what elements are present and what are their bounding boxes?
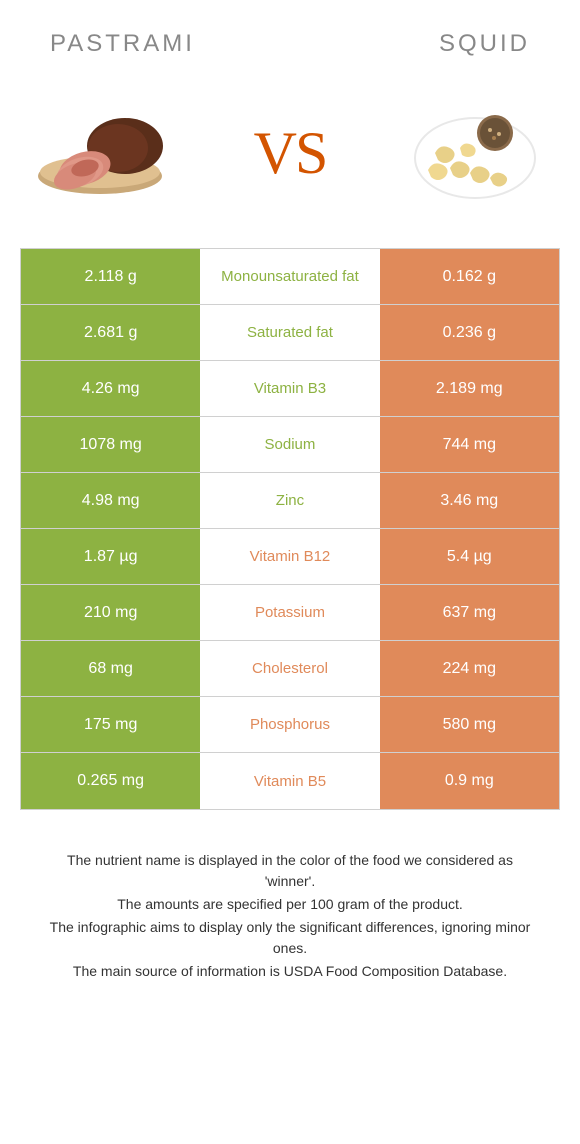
nutrient-label: Phosphorus xyxy=(200,697,379,752)
nutrient-label: Vitamin B3 xyxy=(200,361,379,416)
nutrient-label: Sodium xyxy=(200,417,379,472)
left-value: 68 mg xyxy=(21,641,200,696)
nutrient-table: 2.118 gMonounsaturated fat0.162 g2.681 g… xyxy=(20,248,560,810)
right-value: 0.162 g xyxy=(380,249,559,304)
nutrient-row: 1078 mgSodium744 mg xyxy=(21,417,559,473)
nutrient-row: 1.87 µgVitamin B125.4 µg xyxy=(21,529,559,585)
right-value: 224 mg xyxy=(380,641,559,696)
nutrient-row: 68 mgCholesterol224 mg xyxy=(21,641,559,697)
nutrient-row: 4.26 mgVitamin B32.189 mg xyxy=(21,361,559,417)
left-value: 1078 mg xyxy=(21,417,200,472)
nutrient-row: 210 mgPotassium637 mg xyxy=(21,585,559,641)
right-value: 0.9 mg xyxy=(380,753,559,809)
nutrient-label: Zinc xyxy=(200,473,379,528)
left-value: 2.681 g xyxy=(21,305,200,360)
nutrient-row: 2.681 gSaturated fat0.236 g xyxy=(21,305,559,361)
footer-line: The amounts are specified per 100 gram o… xyxy=(40,894,540,915)
nutrient-row: 175 mgPhosphorus580 mg xyxy=(21,697,559,753)
right-value: 580 mg xyxy=(380,697,559,752)
footer-line: The infographic aims to display only the… xyxy=(40,917,540,959)
right-value: 744 mg xyxy=(380,417,559,472)
left-value: 4.26 mg xyxy=(21,361,200,416)
nutrient-row: 4.98 mgZinc3.46 mg xyxy=(21,473,559,529)
footer-line: The main source of information is USDA F… xyxy=(40,961,540,982)
left-value: 1.87 µg xyxy=(21,529,200,584)
left-value: 210 mg xyxy=(21,585,200,640)
left-value: 175 mg xyxy=(21,697,200,752)
footer-line: The nutrient name is displayed in the co… xyxy=(40,850,540,892)
left-value: 4.98 mg xyxy=(21,473,200,528)
nutrient-row: 0.265 mgVitamin B50.9 mg xyxy=(21,753,559,809)
right-food-image xyxy=(400,98,550,208)
left-food-image xyxy=(30,98,180,208)
right-value: 637 mg xyxy=(380,585,559,640)
nutrient-label: Potassium xyxy=(200,585,379,640)
right-value: 3.46 mg xyxy=(380,473,559,528)
nutrient-label: Vitamin B12 xyxy=(200,529,379,584)
nutrient-label: Vitamin B5 xyxy=(200,753,379,809)
nutrient-label: Saturated fat xyxy=(200,305,379,360)
nutrient-label: Monounsaturated fat xyxy=(200,249,379,304)
right-value: 0.236 g xyxy=(380,305,559,360)
left-value: 2.118 g xyxy=(21,249,200,304)
right-value: 2.189 mg xyxy=(380,361,559,416)
footer-notes: The nutrient name is displayed in the co… xyxy=(20,850,560,982)
left-value: 0.265 mg xyxy=(21,753,200,809)
right-value: 5.4 µg xyxy=(380,529,559,584)
nutrient-row: 2.118 gMonounsaturated fat0.162 g xyxy=(21,249,559,305)
left-food-title: Pastrami xyxy=(50,30,195,58)
nutrient-label: Cholesterol xyxy=(200,641,379,696)
right-food-title: Squid xyxy=(439,30,530,58)
vs-label: VS xyxy=(254,119,327,188)
